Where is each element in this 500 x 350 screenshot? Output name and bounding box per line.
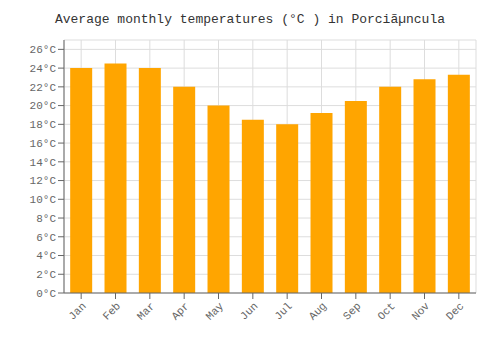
svg-text:26°C: 26°C <box>30 44 57 56</box>
svg-text:20°C: 20°C <box>30 100 57 112</box>
svg-text:Apr: Apr <box>169 300 191 322</box>
svg-text:Oct: Oct <box>375 300 397 322</box>
html-text:Average monthly temperatures (: Average monthly temperatures (°C ) in Po… <box>55 12 445 27</box>
svg-text:4°C: 4°C <box>36 250 56 262</box>
svg-text:6°C: 6°C <box>36 232 56 244</box>
svg-text:Nov: Nov <box>410 300 433 323</box>
svg-text:Dec: Dec <box>444 300 466 322</box>
svg-text:16°C: 16°C <box>30 138 57 150</box>
svg-text:May: May <box>204 300 227 323</box>
svg-text:Jul: Jul <box>272 300 294 322</box>
svg-text:12°C: 12°C <box>30 175 57 187</box>
svg-text:14°C: 14°C <box>30 157 57 169</box>
svg-text:22°C: 22°C <box>30 82 57 94</box>
svg-text:Jun: Jun <box>238 300 260 322</box>
svg-text:Feb: Feb <box>101 300 123 322</box>
svg-text:Jan: Jan <box>66 300 88 322</box>
svg-text:2°C: 2°C <box>36 269 56 281</box>
svg-text:8°C: 8°C <box>36 213 56 225</box>
svg-text:Aug: Aug <box>307 300 329 322</box>
svg-text:0°C: 0°C <box>36 288 56 300</box>
svg-text:Sep: Sep <box>341 300 363 322</box>
svg-text:18°C: 18°C <box>30 119 57 131</box>
svg-text:Mar: Mar <box>135 300 157 322</box>
svg-text:10°C: 10°C <box>30 194 57 206</box>
svg-text:24°C: 24°C <box>30 63 57 75</box>
